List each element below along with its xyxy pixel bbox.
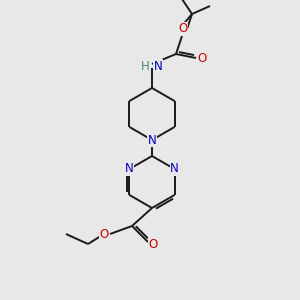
Text: H: H (141, 59, 149, 73)
Text: N: N (148, 134, 156, 146)
Text: O: O (99, 227, 109, 241)
Text: O: O (178, 22, 188, 35)
Text: N: N (170, 163, 179, 176)
Text: N: N (154, 59, 163, 73)
Text: O: O (148, 238, 158, 250)
Text: O: O (197, 52, 207, 64)
Text: N: N (125, 163, 134, 176)
